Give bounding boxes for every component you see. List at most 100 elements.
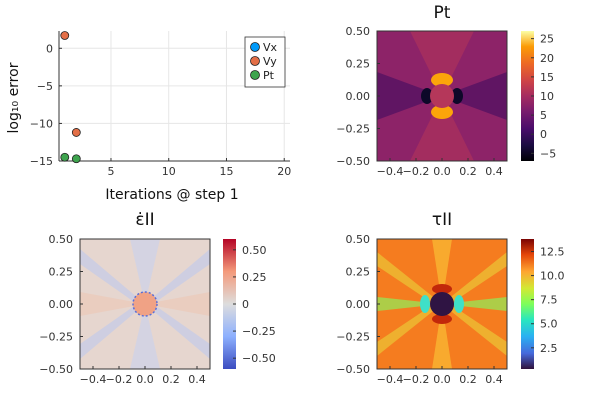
strainrate-title: ε̇II — [135, 210, 154, 230]
pt-ytick-label: 0.00 — [346, 90, 371, 103]
pt-low-left — [421, 88, 433, 104]
pt-ytick-label: −0.50 — [336, 155, 370, 168]
pt-lobe-lower — [410, 96, 474, 161]
stress-xtick-label: 0.0 — [433, 373, 451, 386]
stress-ytick-label: −0.50 — [336, 363, 370, 376]
strainrate-panel: ε̇II −0.4 −0.2 0.0 0.2 0.4 0.50 0.25 0.00 −0.25 −… — [39, 210, 275, 386]
strainrate-ytick-label: 0.25 — [49, 266, 74, 279]
strainrate-ytick-label: 0.50 — [49, 233, 74, 246]
tau-band-nw — [377, 252, 442, 304]
legend-label-pt: Pt — [263, 69, 275, 82]
strainrate-xtick-label: 0.4 — [188, 373, 206, 386]
sr-band-n — [130, 239, 160, 304]
p0-xtick-label: 20 — [277, 165, 291, 178]
sr-band-se — [145, 304, 210, 359]
p0-xtick-label: 15 — [219, 165, 233, 178]
pt-low-right — [451, 88, 463, 104]
pt-ctick-label: 25 — [540, 33, 554, 46]
pt-ctick-label: 20 — [540, 52, 554, 65]
pt-ctick-label: 5 — [540, 109, 547, 122]
sr-band-w — [80, 292, 145, 316]
pt-lobe-upper — [410, 31, 474, 96]
legend-marker-vx — [250, 42, 260, 52]
pt-title: Pt — [434, 3, 451, 23]
strainrate-ctick-label: 0 — [242, 298, 249, 311]
pt-heatmap — [377, 31, 507, 161]
pt-ctick-label: −5 — [540, 147, 556, 160]
stress-ctick-label: 7.5 — [540, 294, 558, 307]
pt-ctick-label: 0 — [540, 128, 547, 141]
pt-ytick-label: 0.25 — [346, 58, 371, 71]
strainrate-heatmap — [80, 239, 210, 369]
p0-xtick-label: 10 — [162, 165, 176, 178]
strainrate-ytick-label: −0.50 — [39, 363, 73, 376]
stress-colorbar — [521, 239, 534, 369]
stress-ytick-label: −0.25 — [336, 331, 370, 344]
pt-panel: Pt −0.4 −0.2 0.0 0.2 0.40.500.250.00−0.25−0.… — [336, 3, 556, 178]
p0-xlabel: Iterations @ step 1 — [105, 187, 238, 203]
strainrate-xtick-label: −0.2 — [106, 373, 133, 386]
pt-xtick-label: 0.2 — [459, 165, 477, 178]
strainrate-xtick-label: −0.4 — [80, 373, 107, 386]
p0-ytick-label: −15 — [30, 155, 53, 168]
strainrate-colorbar-ticks: 0.50 0.25 0 −0.25 −0.50 — [233, 244, 276, 365]
strainrate-ctick-label: −0.25 — [242, 325, 276, 338]
stress-panel: τII −0.4 −0.2 0.0 0.2 0.40.500.250.00−0.25−0… — [336, 210, 564, 386]
strainrate-ctick-label: 0.25 — [242, 271, 267, 284]
point-pt — [60, 152, 70, 162]
tau-band-se — [442, 304, 507, 356]
p0-points — [60, 31, 81, 164]
stress-ctick-label: 5.0 — [540, 318, 558, 331]
pt-xtick-label: 0.0 — [433, 165, 451, 178]
convergence-panel: 5 10 15 20 0 −5 −10 −15 Iterations @ step 1 log… — [6, 31, 291, 203]
tau-low-right — [454, 295, 464, 313]
stress-xtick-label: −0.4 — [377, 373, 404, 386]
point-pt — [71, 154, 81, 164]
pt-ytick-label: −0.25 — [336, 123, 370, 136]
p0-ytick-label: −10 — [30, 117, 53, 130]
tau-band-w — [377, 297, 442, 311]
pt-ticks: −0.4 −0.2 0.0 0.2 0.4 0.50 0.25 0.00 −0.25 −0.50 — [336, 25, 502, 178]
p0-ytick-label: 0 — [46, 42, 53, 55]
stress-xtick-label: −0.2 — [403, 373, 430, 386]
pt-colorbar — [521, 31, 534, 161]
tau-high-bottom — [432, 314, 452, 324]
sr-band-e — [145, 292, 210, 316]
tau-band-ne — [442, 252, 507, 304]
stress-inclusion — [430, 292, 454, 316]
pt-high-top — [431, 73, 453, 87]
strainrate-ctick-label: 0.50 — [242, 244, 267, 257]
tau-band-s — [432, 304, 452, 369]
strainrate-colorbar — [223, 239, 236, 369]
pt-xtick-label: −0.2 — [403, 165, 430, 178]
p0-xtick-label: 5 — [107, 165, 114, 178]
stress-title: τII — [432, 210, 452, 230]
pt-lobe-left — [377, 72, 442, 120]
stress-heatmap — [377, 239, 507, 369]
stress-ytick-label: 0.50 — [346, 233, 371, 246]
point-vy — [60, 31, 70, 40]
p0-ticks: 5 10 15 20 0 −5 −10 −15 — [30, 42, 291, 178]
pt-xtick-label: 0.4 — [485, 165, 503, 178]
strainrate-xtick-label: 0.0 — [136, 373, 154, 386]
pt-ctick-label: 10 — [540, 90, 554, 103]
stress-ctick-label: 12.5 — [540, 246, 565, 259]
strainrate-ytick-label: 0.00 — [49, 298, 74, 311]
stress-ctick-label: 2.5 — [540, 342, 558, 355]
p0-ylabel: log₁₀ error — [6, 62, 22, 133]
legend-marker-vy — [250, 56, 260, 66]
strainrate-ctick-label: −0.50 — [242, 352, 276, 365]
sr-band-nw — [80, 249, 145, 304]
legend-label-vx: Vx — [263, 41, 278, 54]
pt-inclusion — [430, 84, 454, 108]
p0-ytick-label: −5 — [37, 80, 53, 93]
tau-band-n — [432, 239, 452, 304]
tau-high-top — [432, 284, 452, 294]
pt-ctick-label: 15 — [540, 71, 554, 84]
stress-xtick-label: 0.4 — [485, 373, 503, 386]
strainrate-xtick-label: 0.2 — [162, 373, 180, 386]
pt-xtick-label: −0.4 — [377, 165, 404, 178]
sr-band-sw — [80, 304, 145, 359]
